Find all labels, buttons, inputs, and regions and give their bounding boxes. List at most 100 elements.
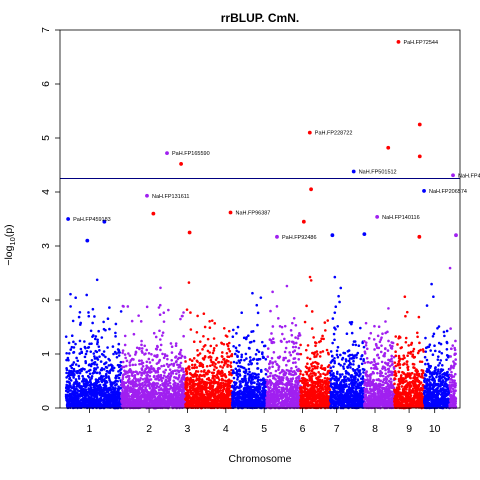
snp-point <box>105 381 109 384</box>
snp-point <box>233 403 237 407</box>
snp-point <box>193 366 196 370</box>
snp-point <box>200 396 204 399</box>
snp-point <box>163 354 167 358</box>
snp-point <box>261 356 265 360</box>
snp-point <box>176 363 179 367</box>
snp-point <box>215 390 218 394</box>
snp-point <box>83 355 87 359</box>
snp-point <box>170 345 174 349</box>
snp-point <box>215 344 218 347</box>
snp-point <box>161 352 164 356</box>
snp-point <box>91 321 94 325</box>
snp-point <box>164 400 168 404</box>
snp-point <box>93 402 97 406</box>
snp-point <box>262 344 266 348</box>
snp-point <box>97 345 101 348</box>
snp-point <box>127 386 131 389</box>
snp-point <box>277 379 280 383</box>
snp-point <box>144 382 147 386</box>
snp-point <box>288 397 291 401</box>
snp-point <box>65 385 69 388</box>
snp-point <box>93 315 96 318</box>
snp-point <box>297 334 300 338</box>
snp-point <box>193 363 197 367</box>
snp-point <box>276 356 280 359</box>
snp-point <box>74 363 78 366</box>
snp-point <box>102 327 106 331</box>
snp-point <box>71 363 74 366</box>
snp-point <box>296 404 300 407</box>
snp-point <box>110 363 113 367</box>
snp-point <box>95 278 99 282</box>
snp-point <box>131 403 134 406</box>
snp-point <box>251 381 254 384</box>
snp-point <box>271 365 274 369</box>
snp-point <box>148 371 152 374</box>
snp-point <box>224 379 227 383</box>
snp-point <box>114 398 117 402</box>
snp-point <box>127 369 131 372</box>
snp-point <box>114 379 118 382</box>
snp-point <box>187 281 191 284</box>
snp-point <box>288 351 291 354</box>
snp-point <box>206 399 210 402</box>
snp-point <box>279 402 282 406</box>
snp-point <box>83 368 86 371</box>
snp-point <box>140 347 144 350</box>
snp-point <box>188 382 192 386</box>
snp-point <box>164 395 168 398</box>
snp-point <box>269 386 272 389</box>
snp-point <box>236 369 239 372</box>
snp-point <box>269 392 273 396</box>
snp-point <box>234 346 238 350</box>
snp-point <box>141 399 145 403</box>
snp-point <box>162 394 165 398</box>
snp-point <box>203 355 207 358</box>
snp-point <box>210 389 213 393</box>
snp-point <box>185 367 188 371</box>
snp-point <box>220 360 224 364</box>
snp-point <box>96 342 99 346</box>
snp-point <box>258 382 261 385</box>
snp-point <box>91 372 95 375</box>
snp-point <box>117 342 121 346</box>
snp-point <box>85 390 88 394</box>
snp-point <box>252 339 256 343</box>
snp-point <box>291 394 294 398</box>
snp-point <box>147 357 151 361</box>
snp-point <box>238 369 242 373</box>
snp-point <box>124 388 127 391</box>
snp-point <box>259 296 263 299</box>
snp-point <box>283 337 286 341</box>
snp-point <box>138 406 141 409</box>
snp-point <box>235 361 239 365</box>
snp-point <box>192 357 196 360</box>
snp-point <box>104 376 108 379</box>
snp-point <box>80 385 84 389</box>
snp-point <box>268 374 272 378</box>
snp-point <box>152 331 156 335</box>
snp-point <box>169 342 173 345</box>
snp-point <box>198 352 202 355</box>
snp-point <box>148 393 151 396</box>
snp-point <box>134 350 138 354</box>
snp-point <box>134 353 137 356</box>
snp-point <box>76 359 80 363</box>
snp-point <box>222 357 226 361</box>
snp-point <box>176 405 179 409</box>
snp-point <box>159 338 162 341</box>
snp-point <box>231 328 235 332</box>
snp-point <box>117 349 121 352</box>
snp-point <box>128 361 132 364</box>
snp-point <box>246 400 250 403</box>
snp-point <box>158 358 162 362</box>
snp-point <box>175 360 178 363</box>
snp-point <box>286 377 289 381</box>
snp-point <box>219 365 222 368</box>
snp-point <box>297 346 301 350</box>
snp-point <box>142 395 146 398</box>
snp-point <box>293 392 297 396</box>
snp-point <box>76 382 79 386</box>
snp-point <box>68 377 71 381</box>
